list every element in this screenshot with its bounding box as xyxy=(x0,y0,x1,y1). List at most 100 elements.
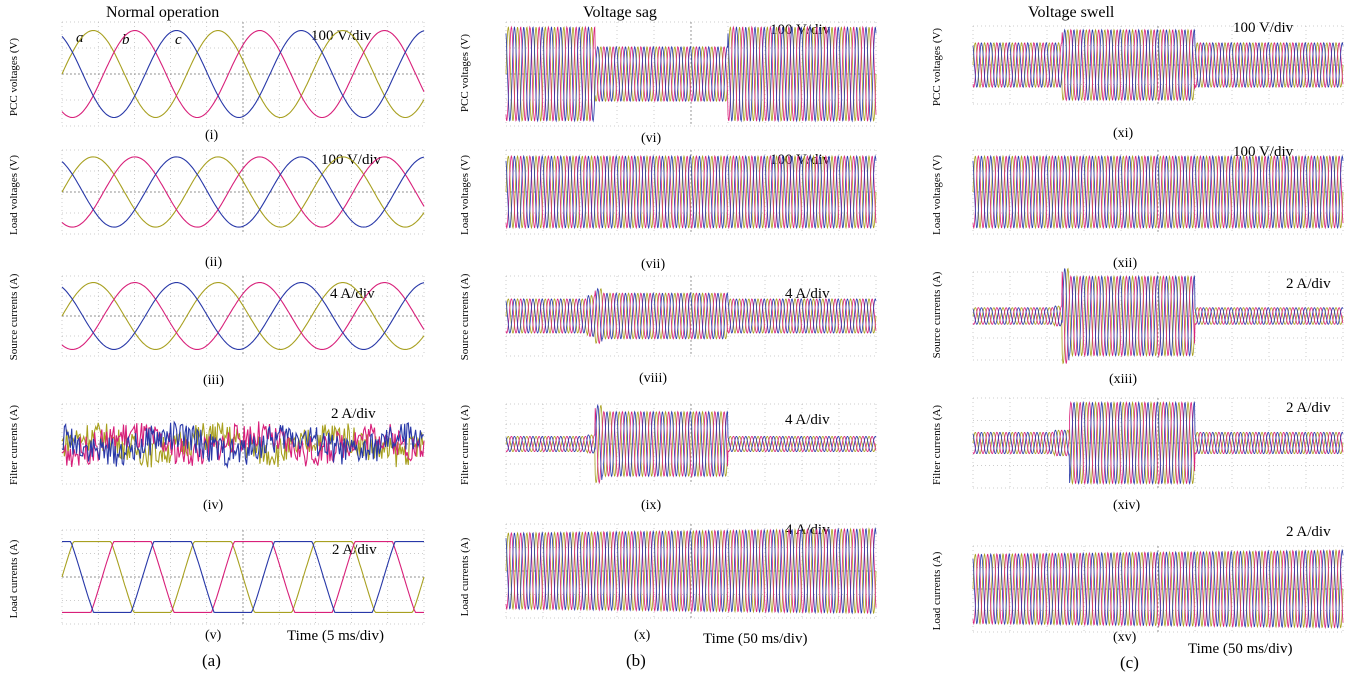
phase-c-trace xyxy=(61,282,425,350)
panel-ylabel: Load voltages (V) xyxy=(8,154,20,236)
panel-caption: (vii) xyxy=(641,257,666,272)
panel-caption: (x) xyxy=(634,628,651,643)
phase-label-b: b xyxy=(122,32,130,48)
phase-c-trace xyxy=(972,268,1344,361)
column-title-normal: Normal operation xyxy=(106,4,220,21)
oscillogram-panel xyxy=(505,21,877,127)
phase-a-trace xyxy=(972,400,1344,486)
phase-a-trace xyxy=(972,154,1344,230)
phase-c-trace xyxy=(61,420,425,469)
phase-a-trace xyxy=(972,28,1344,102)
panel-scale: 2 A/div xyxy=(1286,276,1331,292)
phase-c-trace xyxy=(505,403,877,480)
panel-caption: (xv) xyxy=(1113,630,1137,645)
caption-b: (b) xyxy=(626,651,646,670)
phase-c-trace xyxy=(505,287,877,342)
panel-ylabel: Filter currents (A) xyxy=(459,404,471,486)
phase-c-trace xyxy=(505,26,877,123)
panel-ylabel: Load voltages (V) xyxy=(931,154,943,236)
phase-a-trace xyxy=(61,541,425,613)
panel-scale: 2 A/div xyxy=(1286,400,1331,416)
phase-label-a: a xyxy=(76,30,84,46)
phase-c-trace xyxy=(972,28,1344,102)
oscillogram-panel xyxy=(61,403,425,485)
panel-scale: 100 V/div xyxy=(1233,20,1294,36)
oscillogram-panel xyxy=(972,25,1344,105)
panel-caption: (ii) xyxy=(205,255,223,270)
column-title-sag: Voltage sag xyxy=(583,4,657,21)
phase-b-trace xyxy=(972,28,1344,102)
oscillogram-panel xyxy=(61,275,425,357)
panel-ylabel: Source currents (A) xyxy=(459,273,471,361)
panel-caption: (ix) xyxy=(641,498,662,513)
oscillogram-panel xyxy=(505,275,877,357)
panel-ylabel: Load currents (A) xyxy=(931,551,943,631)
phase-c-trace xyxy=(62,541,424,613)
panel-scale: 2 A/div xyxy=(1286,524,1331,540)
panel-caption: (vi) xyxy=(641,131,662,146)
oscillogram-panel xyxy=(972,545,1344,633)
panel-caption: (xiii) xyxy=(1109,372,1137,387)
phase-b-trace xyxy=(62,541,424,613)
phase-a-trace xyxy=(505,404,877,484)
time-label-b: Time (50 ms/div) xyxy=(703,631,808,647)
panel-scale: 2 A/div xyxy=(331,406,376,422)
panel-caption: (xii) xyxy=(1113,256,1138,271)
panel-ylabel: Load currents (A) xyxy=(8,539,20,619)
phase-b-trace xyxy=(505,25,877,122)
phase-b-trace xyxy=(61,156,425,228)
phase-c-trace xyxy=(972,548,1344,629)
phase-a-trace xyxy=(505,288,877,344)
oscillogram-panel xyxy=(505,149,877,235)
oscillogram-panel xyxy=(972,397,1344,489)
panel-caption: (viii) xyxy=(639,371,667,386)
panel-ylabel: Load voltages (V) xyxy=(459,154,471,236)
phase-b-trace xyxy=(61,282,425,350)
phase-b-trace xyxy=(505,408,877,485)
panel-scale: 100 V/div xyxy=(1233,144,1294,160)
time-label-a: Time (5 ms/div) xyxy=(287,628,384,644)
phase-c-trace xyxy=(505,154,877,230)
phase-a-trace xyxy=(972,267,1344,365)
phase-b-trace xyxy=(505,290,877,345)
panel-caption: (xi) xyxy=(1113,126,1134,141)
phase-b-trace xyxy=(972,154,1344,230)
panel-ylabel: PCC voltages (V) xyxy=(459,33,471,113)
panel-caption: (v) xyxy=(205,628,222,643)
phase-c-trace xyxy=(972,400,1344,485)
oscillogram-panel xyxy=(505,403,877,485)
time-label-c: Time (50 ms/div) xyxy=(1188,641,1293,657)
phase-b-trace xyxy=(972,401,1344,486)
caption-c: (c) xyxy=(1120,653,1139,672)
phase-a-trace xyxy=(505,154,877,230)
panel-ylabel: Source currents (A) xyxy=(931,271,943,359)
phase-b-trace xyxy=(972,549,1344,630)
panel-ylabel: Source currents (A) xyxy=(8,273,20,361)
phase-c-trace xyxy=(972,154,1344,230)
panel-ylabel: Filter currents (A) xyxy=(8,404,20,486)
panel-scale: 4 A/div xyxy=(785,286,830,302)
panel-ylabel: PCC voltages (V) xyxy=(931,27,943,107)
phase-b-trace xyxy=(61,29,425,119)
phase-a-trace xyxy=(972,548,1344,630)
panel-caption: (iii) xyxy=(203,373,224,388)
panel-ylabel: Filter currents (A) xyxy=(931,404,943,486)
caption-a: (a) xyxy=(202,651,221,670)
column-title-swell: Voltage swell xyxy=(1028,4,1115,21)
phase-c-trace xyxy=(61,29,425,119)
panel-caption: (iv) xyxy=(203,498,224,513)
panel-ylabel: Load currents (A) xyxy=(459,537,471,617)
phase-c-trace xyxy=(505,527,877,615)
oscillogram-panel xyxy=(61,149,425,235)
phase-b-trace xyxy=(505,527,877,615)
phase-b-trace xyxy=(505,154,877,230)
phase-c-trace xyxy=(61,156,425,228)
phase-a-trace xyxy=(505,527,877,615)
panel-caption: (i) xyxy=(205,128,219,143)
oscillogram-panel xyxy=(505,523,877,619)
oscillogram-panel xyxy=(972,149,1344,235)
panel-caption: (xiv) xyxy=(1113,498,1141,513)
phase-a-trace xyxy=(505,26,877,122)
oscillogram-panel xyxy=(61,21,425,127)
panel-scale: 2 A/div xyxy=(332,542,377,558)
